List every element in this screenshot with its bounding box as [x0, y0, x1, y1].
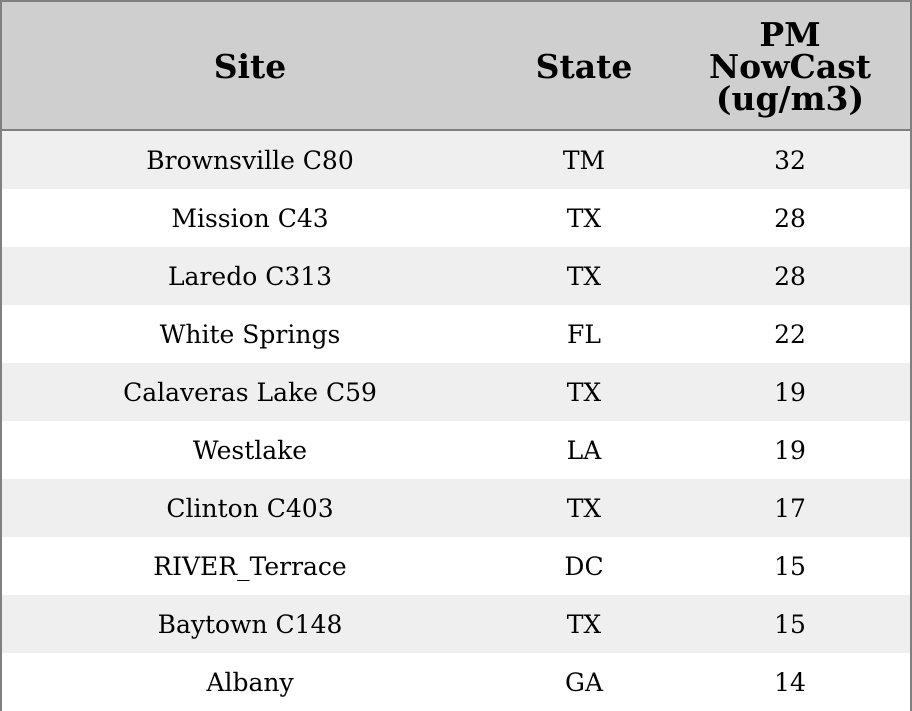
- header-state: State: [498, 2, 670, 129]
- header-pm-line-2: NowCast: [708, 46, 872, 86]
- header-pm-nowcast: PM NowCast (ug/m3): [670, 2, 910, 129]
- cell-state: DC: [564, 551, 604, 581]
- cell-state: TX: [566, 261, 602, 291]
- cell-site: White Springs: [159, 319, 341, 349]
- cell-pm-value: 14: [774, 667, 806, 697]
- cell-pm-value: 32: [774, 145, 806, 175]
- table-row: Westlake LA 19: [2, 421, 910, 479]
- cell-site: Westlake: [192, 435, 308, 465]
- table-row: Baytown C148 TX 15: [2, 595, 910, 653]
- cell-site: Baytown C148: [157, 609, 343, 639]
- cell-state: LA: [566, 435, 602, 465]
- cell-site: Brownsville C80: [146, 145, 354, 175]
- cell-site: Laredo C313: [167, 261, 333, 291]
- table-row: White Springs FL 22: [2, 305, 910, 363]
- cell-state: FL: [567, 319, 601, 349]
- cell-site: RIVER_Terrace: [153, 551, 347, 581]
- cell-pm-value: 28: [774, 203, 806, 233]
- cell-site: Albany: [206, 667, 294, 697]
- table-body: Brownsville C80 TM 32 Mission C43 TX 28 …: [2, 131, 910, 711]
- cell-pm-value: 22: [774, 319, 806, 349]
- cell-state: TM: [562, 145, 606, 175]
- cell-pm-value: 17: [774, 493, 806, 523]
- cell-pm-value: 28: [774, 261, 806, 291]
- cell-state: TX: [566, 377, 602, 407]
- table-row: Mission C43 TX 28: [2, 189, 910, 247]
- cell-state: TX: [566, 203, 602, 233]
- table-header-row: Site State PM NowCast (ug/m3): [2, 2, 910, 131]
- cell-site: Clinton C403: [166, 493, 334, 523]
- cell-pm-value: 19: [774, 435, 806, 465]
- table-row: Clinton C403 TX 17: [2, 479, 910, 537]
- table-row: Albany GA 14: [2, 653, 910, 711]
- table-row: Calaveras Lake C59 TX 19: [2, 363, 910, 421]
- cell-state: GA: [564, 667, 604, 697]
- table-row: Brownsville C80 TM 32: [2, 131, 910, 189]
- cell-site: Calaveras Lake C59: [123, 377, 377, 407]
- cell-pm-value: 15: [774, 609, 806, 639]
- cell-pm-value: 15: [774, 551, 806, 581]
- cell-state: TX: [566, 609, 602, 639]
- header-state-label: State: [535, 46, 633, 86]
- cell-pm-value: 19: [774, 377, 806, 407]
- cell-state: TX: [566, 493, 602, 523]
- header-site: Site: [2, 2, 498, 129]
- table-row: Laredo C313 TX 28: [2, 247, 910, 305]
- header-site-label: Site: [213, 46, 287, 86]
- header-pm-line-3: (ug/m3): [715, 78, 865, 118]
- header-pm-line-1: PM: [759, 14, 821, 54]
- table-row: RIVER_Terrace DC 15: [2, 537, 910, 595]
- cell-site: Mission C43: [171, 203, 329, 233]
